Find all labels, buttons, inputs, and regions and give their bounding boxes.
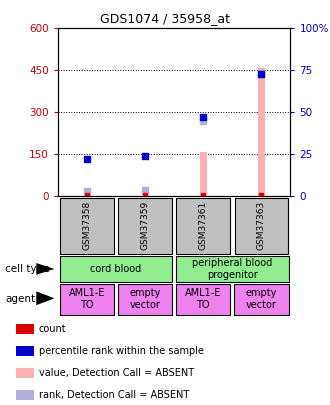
Text: GSM37358: GSM37358 bbox=[82, 201, 91, 250]
Bar bbox=[60, 198, 114, 254]
Bar bbox=[118, 198, 172, 254]
Bar bbox=[235, 198, 288, 254]
Text: AML1-E
TO: AML1-E TO bbox=[185, 288, 221, 310]
Text: GSM37361: GSM37361 bbox=[199, 201, 208, 250]
Bar bbox=[258, 68, 265, 196]
Text: agent: agent bbox=[5, 294, 35, 304]
Bar bbox=[16, 324, 34, 334]
Text: rank, Detection Call = ABSENT: rank, Detection Call = ABSENT bbox=[39, 390, 189, 400]
Bar bbox=[16, 390, 34, 401]
Text: value, Detection Call = ABSENT: value, Detection Call = ABSENT bbox=[39, 368, 194, 378]
Bar bbox=[60, 256, 172, 281]
Text: GDS1074 / 35958_at: GDS1074 / 35958_at bbox=[100, 12, 230, 25]
Bar bbox=[176, 284, 230, 315]
Polygon shape bbox=[36, 291, 54, 305]
Text: GSM37363: GSM37363 bbox=[257, 201, 266, 250]
Text: empty
vector: empty vector bbox=[246, 288, 277, 310]
Bar bbox=[177, 198, 230, 254]
Text: count: count bbox=[39, 324, 66, 334]
Bar bbox=[200, 151, 207, 196]
Bar bbox=[16, 368, 34, 378]
Text: cell type: cell type bbox=[5, 264, 50, 274]
Bar bbox=[16, 346, 34, 356]
Bar bbox=[118, 284, 172, 315]
Text: AML1-E
TO: AML1-E TO bbox=[69, 288, 105, 310]
Text: percentile rank within the sample: percentile rank within the sample bbox=[39, 346, 204, 356]
Bar bbox=[234, 284, 288, 315]
Bar bbox=[176, 256, 288, 281]
Bar bbox=[60, 284, 114, 315]
Text: GSM37359: GSM37359 bbox=[141, 201, 149, 250]
Text: empty
vector: empty vector bbox=[129, 288, 161, 310]
Text: cord blood: cord blood bbox=[90, 264, 142, 274]
Polygon shape bbox=[36, 263, 54, 275]
Text: peripheral blood
progenitor: peripheral blood progenitor bbox=[192, 258, 272, 280]
